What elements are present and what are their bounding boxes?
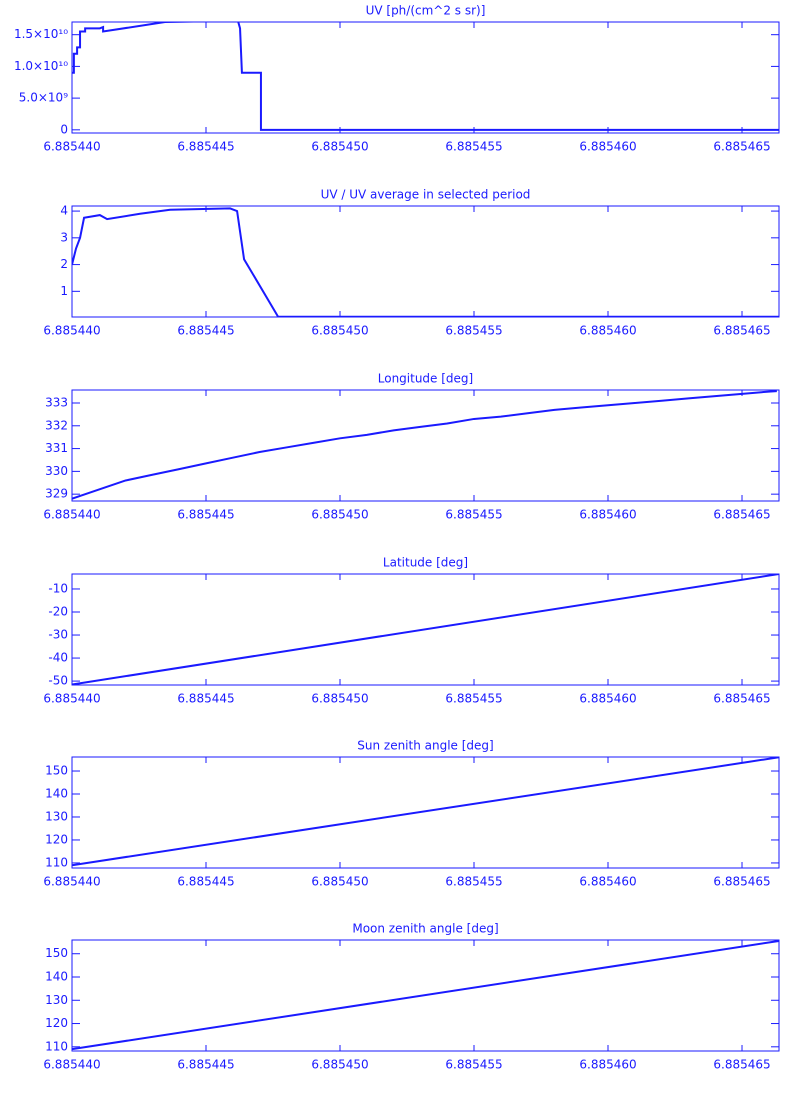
data-line [72,757,779,867]
x-tick-label: 6.885445 [177,875,234,889]
x-tick-label: 6.885445 [177,140,234,154]
y-tick-label: 332 [45,418,68,432]
plot-frame [71,389,780,502]
y-tick-label: -30 [48,628,68,642]
plot-frame [71,939,780,1052]
x-tick-label: 6.885455 [445,692,502,706]
x-tick-label: 6.885455 [445,508,502,522]
x-tick-label: 6.885440 [43,324,100,338]
y-tick-label: 140 [45,970,68,984]
x-tick-label: 6.885455 [445,875,502,889]
panel-title: UV / UV average in selected period [321,188,531,202]
x-tick-label: 6.885465 [713,692,770,706]
plot-frame [71,205,780,318]
y-tick-label: 5.0×10⁹ [19,91,68,105]
y-tick-label: 130 [45,809,68,823]
x-tick-label: 6.885460 [579,875,636,889]
y-tick-label: 150 [45,946,68,960]
y-tick-label: 4 [60,204,68,218]
data-line [72,22,779,131]
x-tick-label: 6.885450 [311,324,368,338]
x-tick-label: 6.885465 [713,140,770,154]
y-tick-label: -10 [48,581,68,595]
panel-title: Longitude [deg] [378,372,473,386]
panel-title: UV [ph/(cm^2 s sr)] [366,4,486,18]
x-tick-label: 6.885460 [579,692,636,706]
x-tick-label: 6.885445 [177,324,234,338]
x-tick-label: 6.885465 [713,875,770,889]
x-tick-label: 6.885465 [713,508,770,522]
x-tick-label: 6.885440 [43,692,100,706]
x-tick-label: 6.885450 [311,1058,368,1072]
x-tick-label: 6.885460 [579,324,636,338]
data-line [72,574,779,685]
y-tick-label: -50 [48,674,68,688]
y-tick-label: -20 [48,604,68,618]
y-tick-label: 333 [45,395,68,409]
y-tick-label: 150 [45,764,68,778]
y-tick-label: 3 [60,230,68,244]
y-tick-label: -40 [48,651,68,665]
x-tick-label: 6.885440 [43,875,100,889]
plot-frame [71,756,780,869]
x-tick-label: 6.885455 [445,1058,502,1072]
data-line [72,390,777,500]
x-tick-label: 6.885450 [311,875,368,889]
x-tick-label: 6.885445 [177,508,234,522]
x-tick-label: 6.885445 [177,692,234,706]
x-tick-label: 6.885460 [579,508,636,522]
y-tick-label: 1.0×10¹⁰ [14,59,68,73]
panel-title: Moon zenith angle [deg] [352,922,498,936]
x-tick-label: 6.885450 [311,508,368,522]
panel-title: Latitude [deg] [383,556,468,570]
data-line [72,940,779,1051]
plot-frame [71,21,780,134]
x-tick-label: 6.885450 [311,140,368,154]
x-tick-label: 6.885440 [43,508,100,522]
y-tick-label: 120 [45,832,68,846]
x-tick-label: 6.885465 [713,1058,770,1072]
y-tick-label: 110 [45,1039,68,1053]
y-tick-label: 331 [45,441,68,455]
x-tick-label: 6.885465 [713,324,770,338]
x-tick-label: 6.885440 [43,1058,100,1072]
x-tick-label: 6.885450 [311,692,368,706]
x-tick-label: 6.885440 [43,140,100,154]
y-tick-label: 120 [45,1016,68,1030]
y-tick-label: 329 [45,487,68,501]
x-tick-label: 6.885445 [177,1058,234,1072]
x-tick-label: 6.885460 [579,140,636,154]
data-line [72,207,779,317]
x-tick-label: 6.885460 [579,1058,636,1072]
y-tick-label: 2 [60,257,68,271]
y-tick-label: 0 [60,122,68,136]
x-tick-label: 6.885455 [445,140,502,154]
y-tick-label: 130 [45,993,68,1007]
y-tick-label: 110 [45,855,68,869]
x-tick-label: 6.885455 [445,324,502,338]
panel-title: Sun zenith angle [deg] [357,739,493,753]
y-tick-label: 1 [60,284,68,298]
plot-frame [71,573,780,686]
y-tick-label: 1.5×10¹⁰ [14,27,68,41]
y-tick-label: 140 [45,787,68,801]
y-tick-label: 330 [45,464,68,478]
